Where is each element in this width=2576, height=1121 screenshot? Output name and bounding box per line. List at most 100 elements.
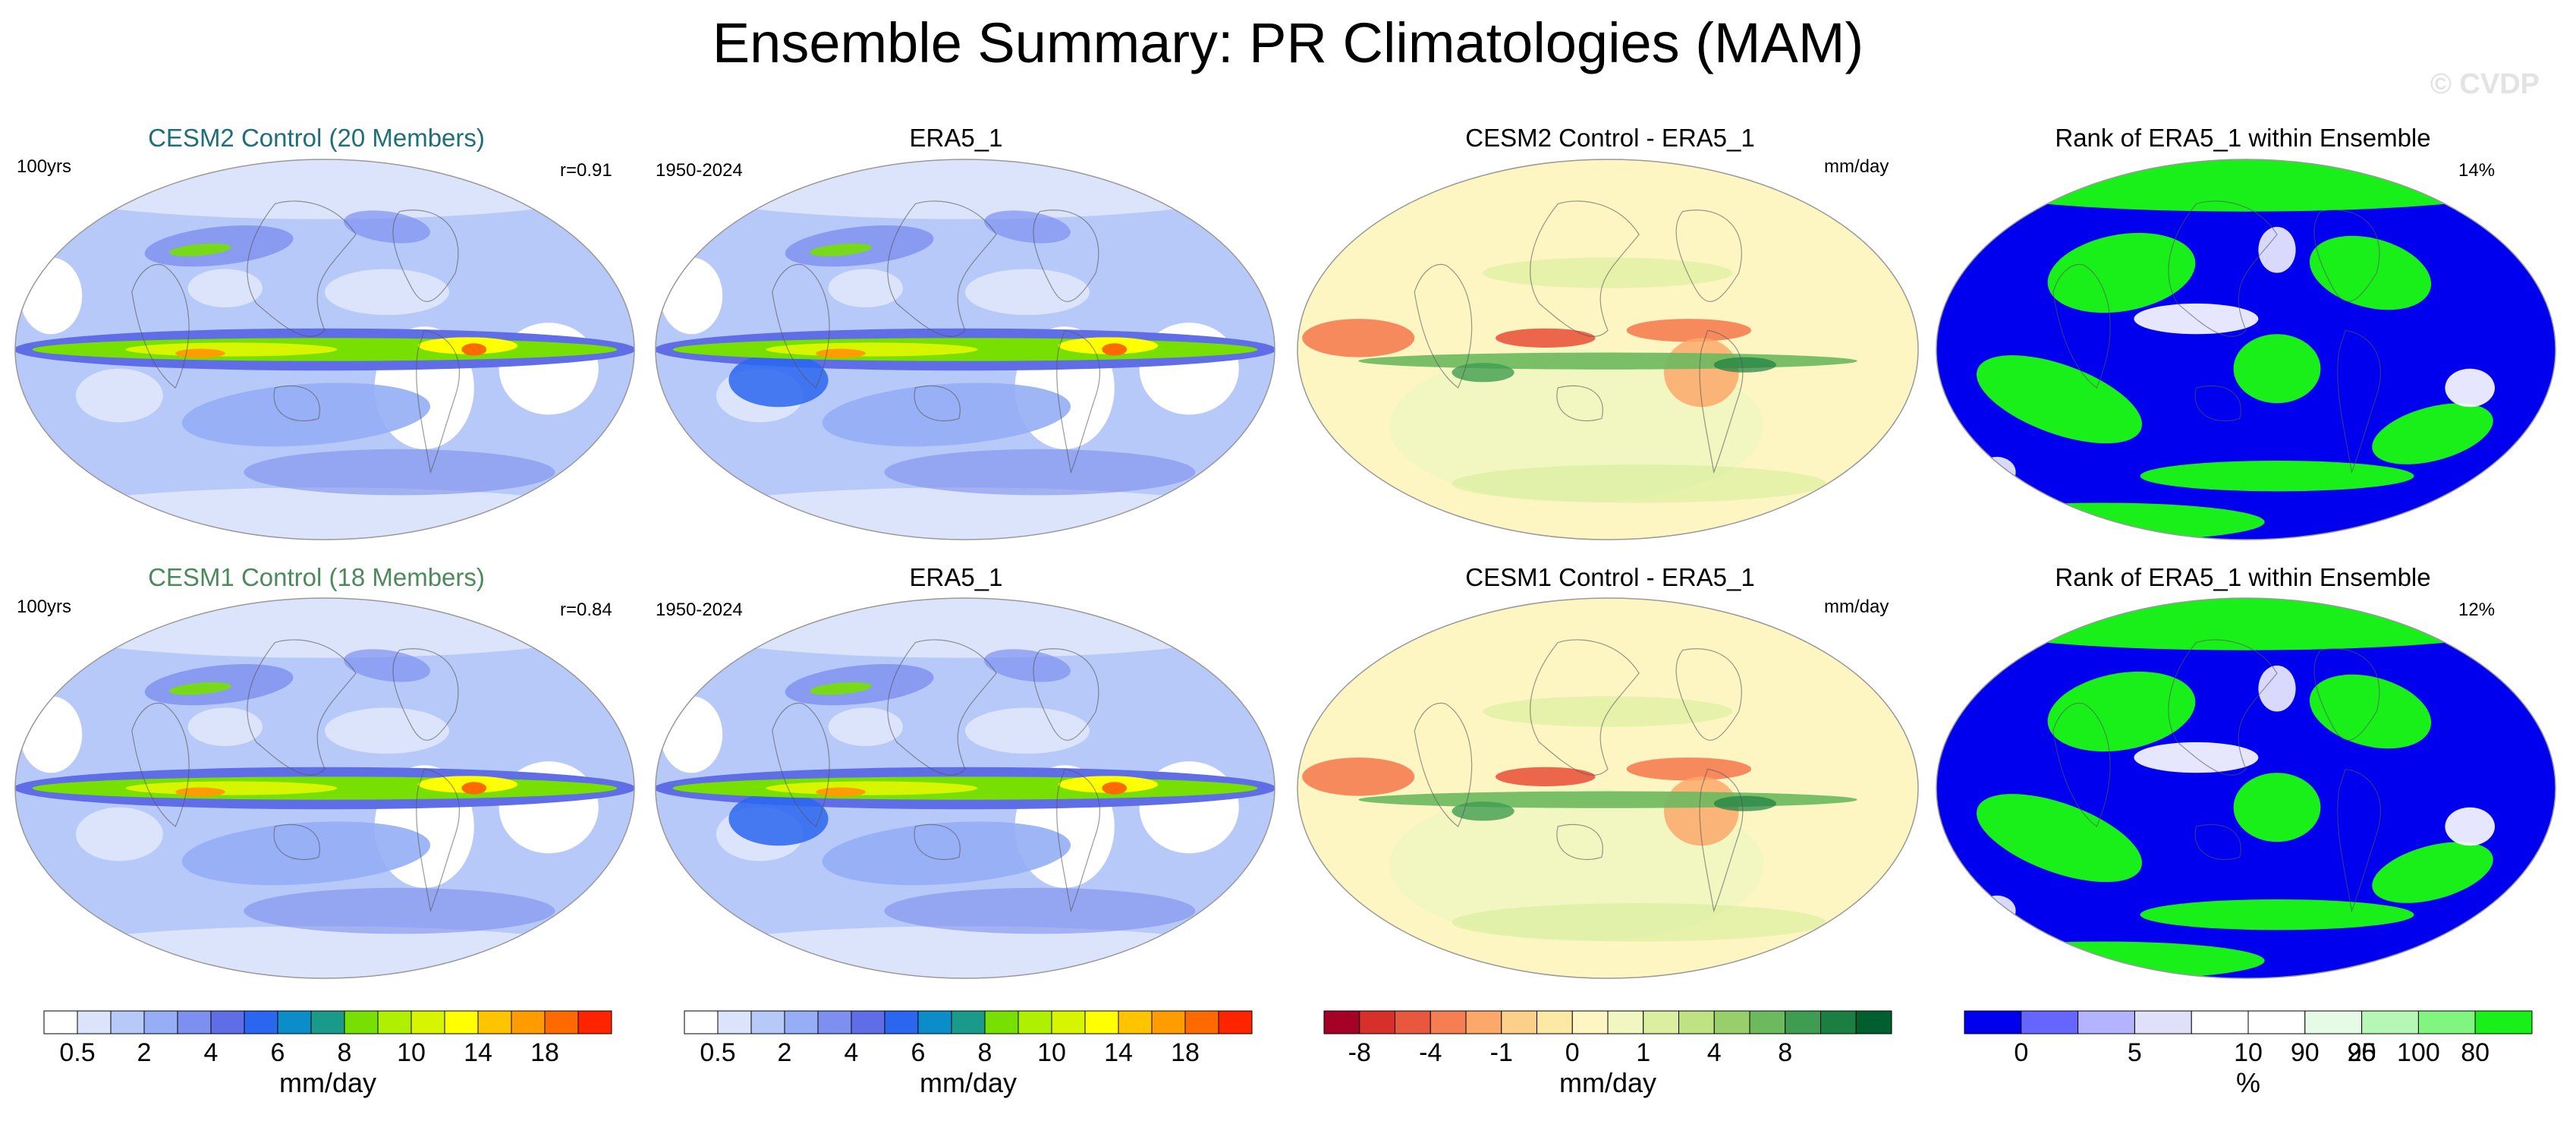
colorbar-swatch [784, 1010, 819, 1034]
colorbar-swatch [310, 1010, 345, 1034]
colorbar-swatch [2247, 1010, 2306, 1034]
colorbar-swatch [984, 1010, 1019, 1034]
colorbar-swatch [477, 1010, 512, 1034]
colorbar-swatch [210, 1010, 245, 1034]
colorbar-swatch [1051, 1010, 1086, 1034]
colorbar-tick-label: 8 [1778, 1038, 1793, 1067]
colorbar-tick-label: 8 [977, 1038, 992, 1067]
colorbar-swatches [1964, 1010, 2533, 1034]
colorbar-swatch [1084, 1010, 1119, 1034]
colorbar-swatch [544, 1010, 579, 1034]
colorbar-tick-label: 18 [1171, 1038, 1200, 1067]
colorbar-swatch [277, 1010, 312, 1034]
colorbar-swatch [1465, 1010, 1502, 1034]
panel-title-era5: ERA5_1 [909, 124, 1003, 152]
colorbar-tick-label: 18 [530, 1038, 559, 1067]
colorbar-swatch [1536, 1010, 1573, 1034]
colorbar-swatch [77, 1010, 112, 1034]
colorbar-swatch [1607, 1010, 1644, 1034]
colorbar-tick-label: 10 [1037, 1038, 1066, 1067]
map-era5-climatology [655, 159, 1275, 540]
colorbar-units-label: mm/day [1558, 1067, 1657, 1098]
colorbar-units-label: % [2235, 1067, 2261, 1098]
colorbar-tick-label: 6 [911, 1038, 926, 1067]
colorbar-swatch [1395, 1010, 1431, 1034]
panel-left-label: 1950-2024 [656, 160, 743, 181]
colorbar-swatch [2021, 1010, 2079, 1034]
colorbar-swatch [684, 1010, 719, 1034]
map-era5-climatology [655, 597, 1275, 979]
colorbar-swatch [410, 1010, 445, 1034]
colorbar-swatch [1430, 1010, 1467, 1034]
correlation-label: r=0.84 [560, 600, 612, 620]
panel-title-cesm1: CESM1 Control (18 Members) [148, 563, 485, 591]
colorbar-swatch [1501, 1010, 1537, 1034]
correlation-label: r=0.91 [560, 160, 612, 181]
colorbar-swatch [344, 1010, 379, 1034]
colorbar-rank: 0 5 10 20 80 90 95 100% [1964, 1010, 2533, 1102]
colorbar-swatch [1785, 1010, 1821, 1034]
colorbar-tick-label: 1 [1636, 1038, 1651, 1067]
colorbar-tick-label: 0.5 [700, 1038, 736, 1067]
colorbar-swatch [1218, 1010, 1253, 1034]
colorbar-swatch [511, 1010, 546, 1034]
colorbar-tick-label: 2 [137, 1038, 152, 1067]
colorbar-tick-label: 8 [337, 1038, 352, 1067]
colorbar-swatch [2191, 1010, 2249, 1034]
panel-units-label: mm/day [1824, 597, 1889, 617]
colorbar-tick-label: 90 [2290, 1038, 2320, 1067]
colorbar-swatch [917, 1010, 952, 1034]
panel-title-cesm2: CESM2 Control (20 Members) [148, 124, 485, 152]
colorbar-swatch [143, 1010, 178, 1034]
colorbar-tick-label: 2 [777, 1038, 792, 1067]
colorbar-precip-2: 0.5 2 4 6 8 10 14 18 mm/day [684, 1010, 1253, 1102]
colorbar-swatch [577, 1010, 612, 1034]
colorbar-swatch [817, 1010, 852, 1034]
colorbar-tick-label: 0.5 [59, 1038, 96, 1067]
colorbar-tick-label: -8 [1348, 1038, 1371, 1067]
colorbar-swatch [1359, 1010, 1395, 1034]
colorbar-tick-label: 95 [2347, 1038, 2376, 1067]
colorbar-tick-label: 0 [2014, 1038, 2029, 1067]
panel-left-label: 100yrs [17, 597, 72, 617]
colorbar-swatches [43, 1010, 612, 1034]
colorbar-swatch [1323, 1010, 1360, 1034]
colorbar-tick-label: 4 [844, 1038, 859, 1067]
colorbar-tick-label: 10 [2234, 1038, 2263, 1067]
colorbar-swatch [851, 1010, 885, 1034]
colorbar-swatch [244, 1010, 278, 1034]
colorbar-swatch [2474, 1010, 2533, 1034]
colorbar-swatch [43, 1010, 78, 1034]
colorbar-swatch [177, 1010, 212, 1034]
colorbar-swatch [1184, 1010, 1219, 1034]
colorbar-units-label: mm/day [919, 1067, 1018, 1098]
colorbar-difference: -8 -4 -1 0 1 4 8 mm/day [1323, 1010, 1892, 1102]
colorbar-tick-label: -1 [1489, 1038, 1513, 1067]
panel-title-rank: Rank of ERA5_1 within Ensemble [2055, 563, 2431, 591]
map-cesm2-climatology [14, 159, 635, 540]
map-cesm2-minus-era5 [1297, 159, 1919, 540]
panel-title-diff-cesm2: CESM2 Control - ERA5_1 [1465, 124, 1755, 152]
panel-title-rank: Rank of ERA5_1 within Ensemble [2055, 124, 2431, 152]
map-cesm1-minus-era5 [1297, 597, 1919, 979]
colorbar-swatches [684, 1010, 1253, 1034]
colorbar-tick-label: 5 [2127, 1038, 2142, 1067]
colorbar-tick-label: 14 [464, 1038, 492, 1067]
colorbar-swatch [110, 1010, 145, 1034]
colorbar-swatch [1678, 1010, 1715, 1034]
colorbar-precip-1: 0.5 2 4 6 8 10 14 18 mm/day [43, 1010, 612, 1102]
colorbar-tick-label: -4 [1419, 1038, 1442, 1067]
rank-percent-label: 14% [2458, 160, 2496, 181]
map-cesm1-climatology [14, 597, 635, 979]
panel-left-label: 100yrs [17, 156, 72, 177]
page-title: Ensemble Summary: PR Climatologies (MAM) [712, 11, 1864, 74]
colorbar-swatch [1749, 1010, 1786, 1034]
colorbar-tick-label: 0 [1565, 1038, 1580, 1067]
rank-percent-label: 12% [2458, 600, 2496, 620]
colorbar-swatch [2077, 1010, 2135, 1034]
colorbar-swatch [750, 1010, 785, 1034]
colorbar-tick-label: 4 [1706, 1038, 1722, 1067]
colorbar-swatch [1118, 1010, 1153, 1034]
colorbar-units-label: mm/day [278, 1067, 377, 1098]
colorbar-swatch [1643, 1010, 1679, 1034]
